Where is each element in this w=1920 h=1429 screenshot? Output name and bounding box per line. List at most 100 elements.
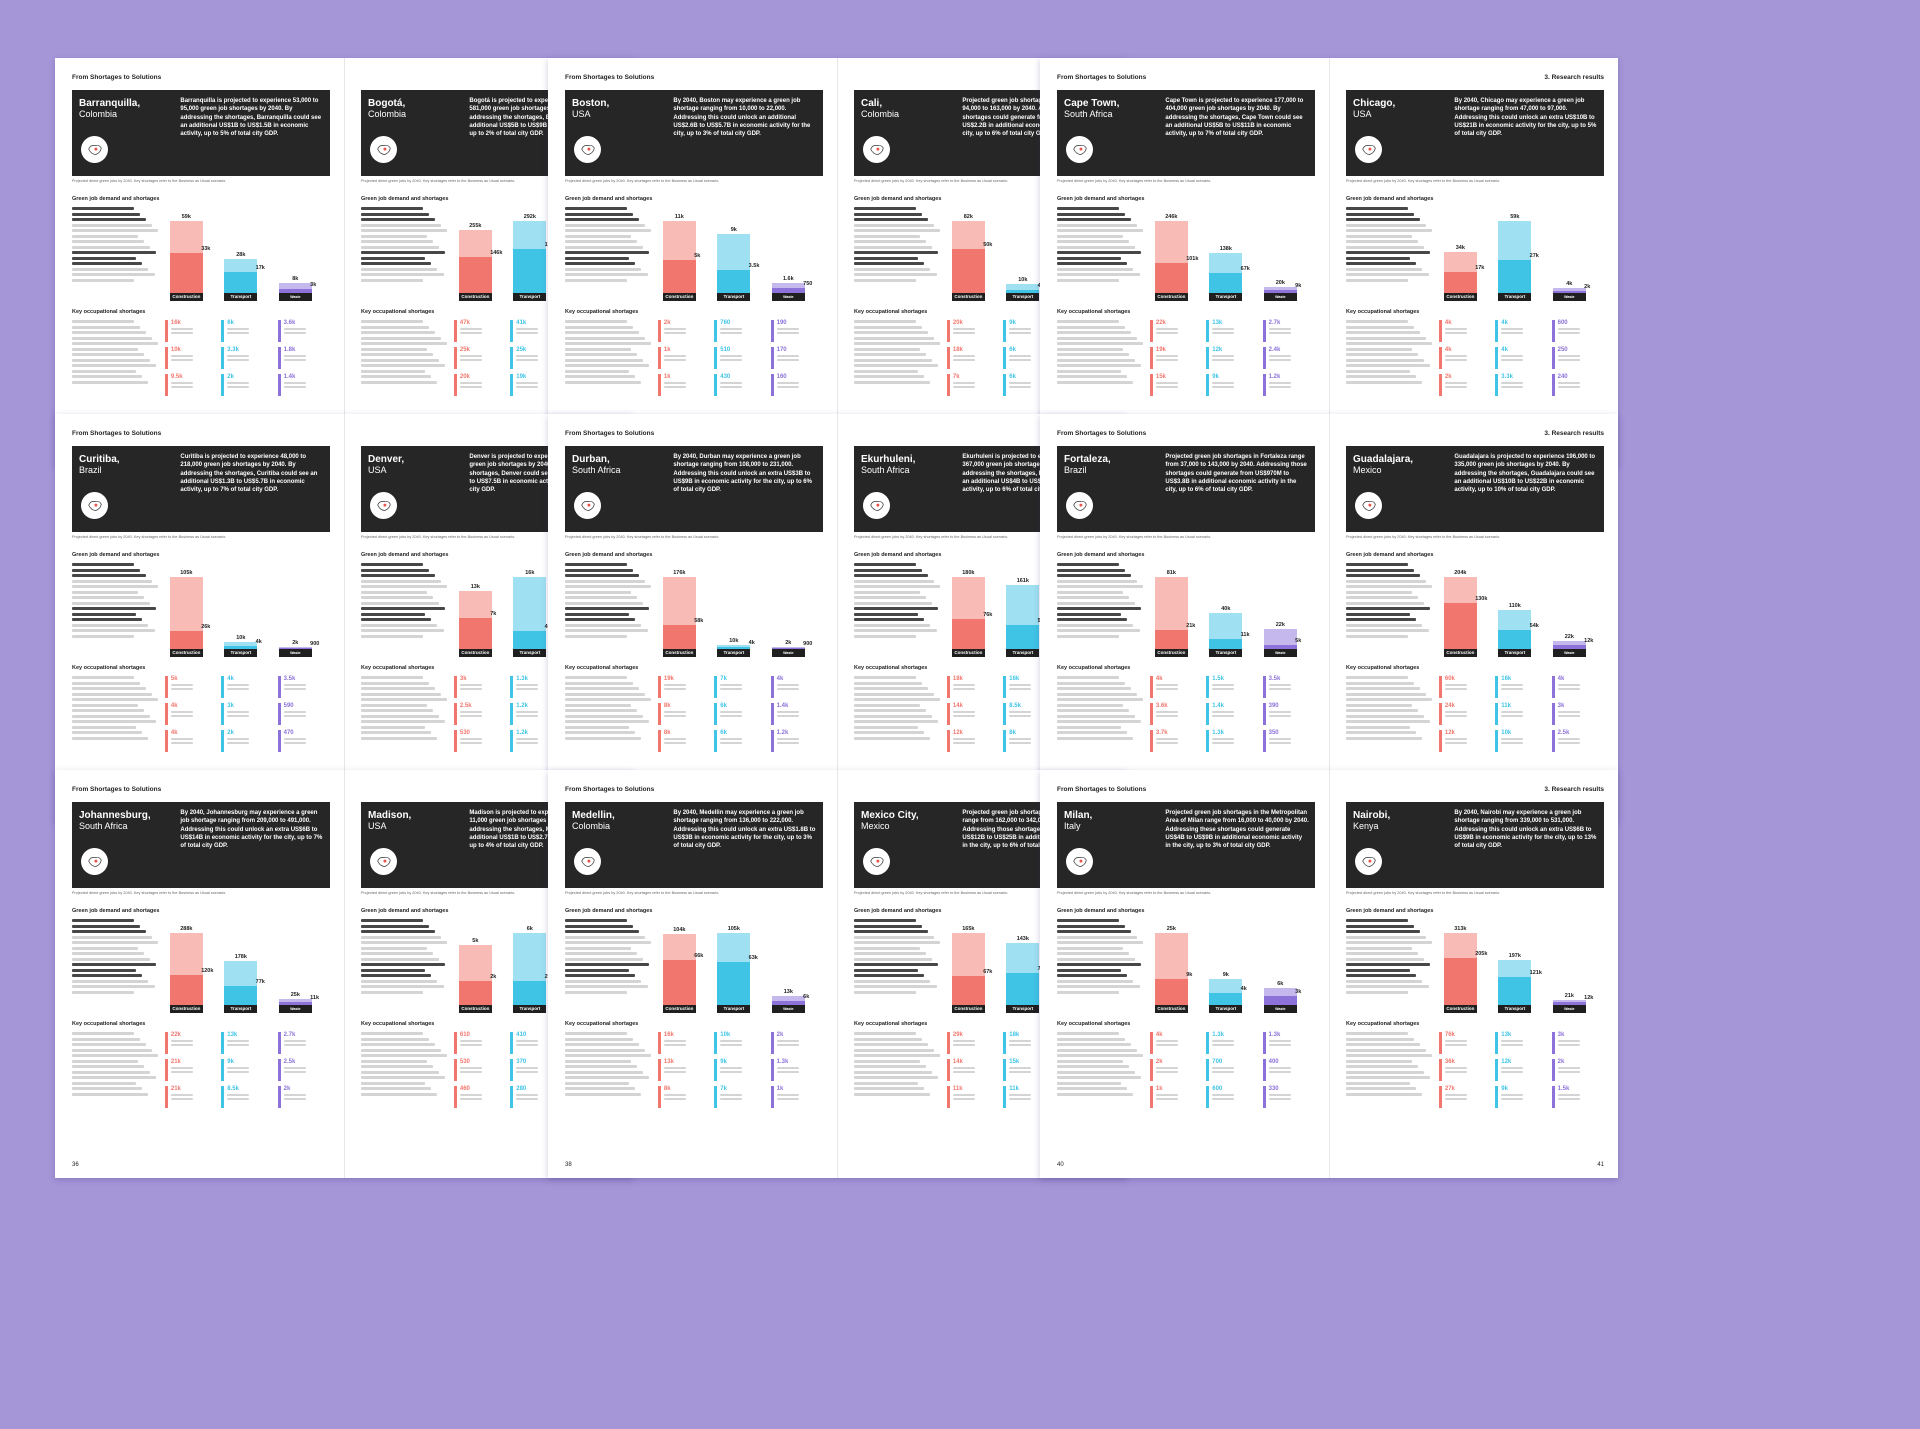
occupation-item: 2.5k [277, 1059, 330, 1086]
text-line [1346, 930, 1420, 933]
text-line [565, 364, 650, 367]
occupation-label-lines [1268, 738, 1291, 744]
text-line [72, 218, 146, 221]
occupation-value: 600 [1212, 1086, 1223, 1092]
occupation-label-lines [227, 355, 250, 361]
text-line [854, 629, 937, 632]
bar-waste-optimistic [771, 1000, 805, 1005]
footnote: Projected direct green jobs by 2040. Key… [1057, 179, 1212, 183]
value-label-transport-business-as-usual: 197k [1508, 952, 1521, 959]
value-label-construction-optimistic: 2k [490, 974, 497, 980]
occupation-label-lines [1212, 684, 1235, 690]
demand-text [361, 207, 454, 301]
demand-text [72, 919, 165, 1013]
occupation-item: 9k [1495, 1086, 1547, 1113]
text-line [72, 245, 151, 249]
bar-transport-optimistic [1498, 260, 1532, 293]
running-header: 3. Research results [1544, 74, 1604, 81]
occupation-color-bar [221, 374, 225, 396]
occupation-color-bar [714, 703, 718, 725]
text-line [1057, 325, 1125, 329]
occupation-color-bar [453, 730, 457, 752]
category-label-construction: Construction [1154, 293, 1188, 301]
occupation-value: 36k [1444, 1059, 1455, 1065]
occupation-label-lines [1557, 684, 1580, 690]
occupation-item: 16k [1003, 676, 1055, 703]
occupation-item: 10k [714, 1032, 766, 1059]
value-label-waste-optimistic: 900 [803, 641, 813, 647]
text-line [1346, 703, 1412, 707]
text-line [1346, 919, 1408, 922]
occupation-color-bar [1149, 1032, 1153, 1054]
occupation-label-lines [1444, 355, 1467, 361]
city-hero: Curitiba, Brazil Curitiba is projected t… [72, 446, 330, 532]
text-line [72, 607, 157, 610]
demand-text [1346, 919, 1439, 1013]
occupation-value: 25k [459, 347, 470, 353]
category-label-transport: Transport [1006, 1005, 1040, 1013]
bar-construction-optimistic [169, 631, 203, 649]
bar-waste-optimistic [1552, 290, 1586, 293]
occupations-text [854, 676, 947, 757]
text-line [854, 262, 925, 265]
bar-waste-optimistic [771, 288, 805, 293]
text-line [854, 681, 922, 685]
bar-transport-optimistic [224, 985, 258, 1005]
text-line [854, 941, 941, 944]
occupation-label-lines [1501, 711, 1524, 717]
occupation-color-bar [277, 703, 281, 725]
occupation-color-bar [1206, 676, 1210, 698]
occupation-color-bar [510, 374, 514, 396]
text-line [854, 273, 937, 276]
text-line [1346, 714, 1425, 718]
occupation-item: 600 [1551, 320, 1604, 347]
occupation-item: 6k [1003, 374, 1055, 401]
occupation-color-bar [714, 1059, 718, 1081]
text-line [1057, 596, 1130, 599]
value-label-transport-business-as-usual: 16k [525, 570, 535, 576]
text-line [1346, 990, 1409, 994]
text-line [854, 568, 922, 572]
occupation-value: 41k [516, 320, 527, 326]
occupation-color-bar [510, 703, 514, 725]
text-line [72, 229, 159, 232]
occupation-value: 760 [720, 320, 731, 326]
occupation-item: 3.6k [277, 320, 330, 347]
occupation-item: 430 [714, 374, 766, 401]
occupation-label-lines [663, 382, 686, 388]
occupation-item: 2.4k [1262, 347, 1315, 374]
demand-section: 313k 205k Construction 197k 121k Transport 21k… [1346, 919, 1604, 1019]
occupation-label-lines [516, 738, 539, 744]
value-label-construction-business-as-usual: 104k [673, 926, 686, 933]
city-map-icon [370, 492, 397, 519]
text-line [72, 590, 138, 594]
occupation-value: 2k [1155, 1059, 1163, 1065]
demand-title: Green job demand and shortages [1057, 908, 1145, 914]
occupation-label-lines [1155, 382, 1178, 388]
occupation-color-bar [277, 347, 281, 369]
text-line [1346, 607, 1431, 610]
value-label-waste-business-as-usual: 8k [292, 276, 299, 283]
demand-title: Green job demand and shortages [1057, 196, 1145, 202]
text-line [565, 267, 642, 271]
occupation-item: 27k [1438, 1086, 1491, 1113]
bar-transport-optimistic [1498, 977, 1532, 1005]
text-line [72, 634, 135, 638]
occupation-label-lines [1009, 1040, 1032, 1046]
occupations-text [1346, 320, 1439, 401]
occupation-label-lines [516, 328, 539, 334]
category-label-transport: Transport [1498, 1005, 1532, 1013]
city-hero: Fortaleza, Brazil Projected green job sh… [1057, 446, 1315, 532]
value-label-transport-business-as-usual: 143k [1016, 935, 1029, 942]
city-country: Mexico [1353, 465, 1382, 475]
text-line [1346, 364, 1431, 367]
occupation-value: 1.2k [1268, 374, 1281, 380]
occupation-label-lines [1009, 1067, 1032, 1073]
text-line [361, 985, 444, 988]
occupation-value: 2k [283, 1086, 291, 1092]
text-line [1346, 731, 1417, 734]
text-line [1057, 375, 1128, 378]
text-line [72, 1087, 143, 1090]
text-line [854, 601, 933, 605]
city-name: Guadalajara, [1353, 454, 1414, 465]
